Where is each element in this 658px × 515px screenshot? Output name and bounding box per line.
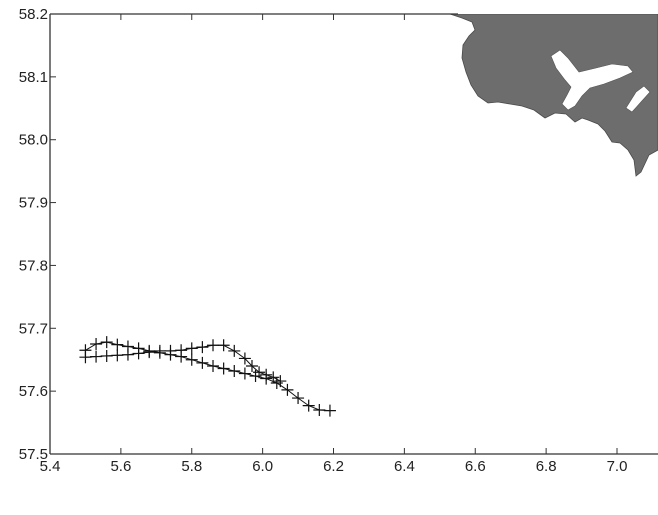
coastline-land: [449, 14, 658, 177]
y-tick-label: 57.9: [19, 195, 48, 212]
track-point-marker: [153, 344, 166, 357]
track-point-marker: [196, 341, 209, 354]
track-point-marker: [253, 366, 266, 379]
track-point-marker: [175, 344, 188, 357]
track-point-marker: [185, 342, 198, 355]
fjord-inlet: [550, 49, 634, 111]
x-tick-label: 7.0: [607, 458, 628, 475]
track-point-marker: [238, 367, 251, 380]
y-tick-label: 58.2: [19, 6, 48, 23]
track-line-1: [85, 341, 331, 412]
y-tick-label: 57.8: [19, 257, 48, 274]
track-point-marker: [217, 362, 230, 375]
x-ticks: 5.4 5.6 5.8 6.0 6.2 6.4 6.6 6.8 7.0: [40, 14, 628, 475]
track-point-marker: [245, 360, 258, 372]
track-point-marker: [323, 404, 336, 417]
track-point-marker: [111, 338, 124, 351]
track-point-marker: [121, 348, 134, 361]
fjord-inlet-branch: [625, 85, 651, 113]
track-point-marker: [281, 383, 294, 396]
track-point-marker: [260, 368, 273, 381]
y-tick-label: 57.5: [19, 446, 48, 463]
track-point-marker: [274, 375, 287, 388]
track-point-marker: [207, 339, 220, 352]
track-point-marker: [196, 356, 209, 369]
y-ticks: 57.5 57.6 57.7 57.8 57.9 58.0 58.1 58.2: [19, 6, 56, 463]
track-point-marker: [302, 399, 315, 412]
track-point-marker: [100, 349, 113, 362]
track-point-marker: [313, 404, 326, 416]
track-point-marker: [228, 365, 241, 378]
x-tick-label: 5.4: [40, 458, 61, 475]
x-tick-label: 6.6: [465, 458, 486, 475]
track-point-marker: [185, 353, 198, 366]
land-mass: [449, 14, 658, 177]
y-tick-label: 58.0: [19, 132, 48, 149]
x-tick-label: 6.8: [536, 458, 557, 475]
y-tick-label: 58.1: [19, 69, 48, 86]
track-point-marker: [79, 351, 92, 364]
x-tick-label: 5.6: [110, 458, 131, 475]
track-point-marker: [292, 392, 305, 405]
x-tick-label: 6.4: [394, 458, 415, 475]
y-tick-label: 57.6: [19, 383, 48, 400]
ship-tracks: [79, 336, 336, 417]
x-tick-label: 6.2: [323, 458, 344, 475]
track-point-marker: [238, 352, 251, 365]
track-point-marker: [228, 344, 241, 357]
track-point-marker: [132, 347, 145, 360]
track-point-marker: [90, 350, 103, 363]
track-point-marker: [90, 338, 103, 350]
track-point-marker: [100, 336, 113, 349]
track-point-marker: [164, 344, 177, 357]
track-point-marker: [207, 360, 220, 372]
track-point-marker: [217, 339, 230, 352]
x-tick-label: 6.0: [252, 458, 273, 475]
track-point-marker: [267, 371, 280, 384]
track-point-marker: [111, 349, 124, 362]
track-point-marker: [143, 346, 156, 359]
x-tick-label: 5.8: [181, 458, 202, 475]
y-tick-label: 57.7: [19, 320, 48, 337]
axes: [49, 13, 658, 455]
